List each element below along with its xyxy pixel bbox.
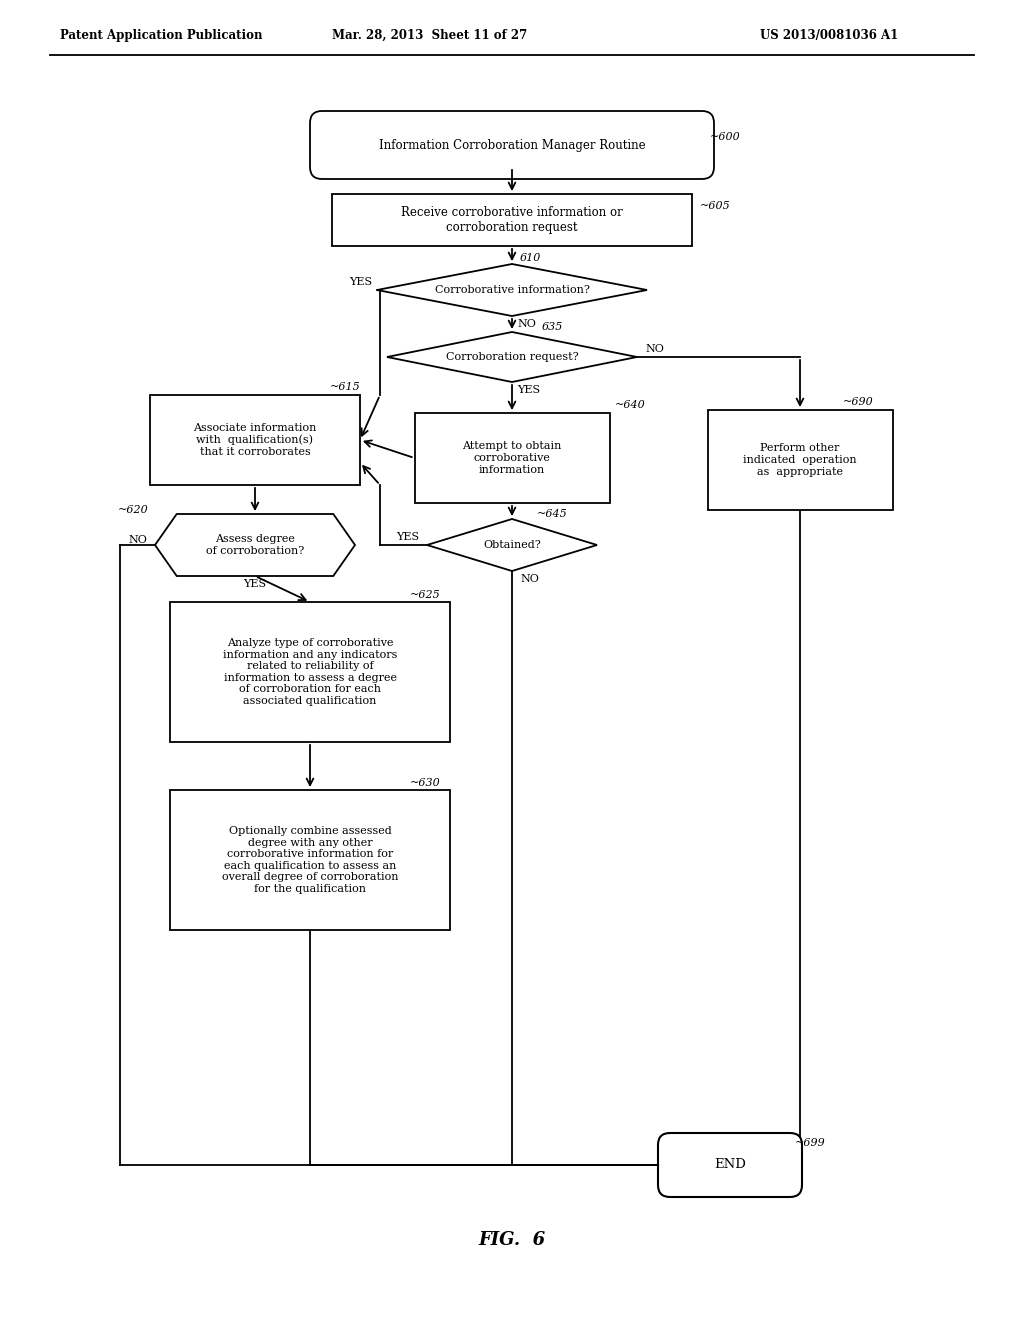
Text: NO: NO [517,319,536,329]
Text: Patent Application Publication: Patent Application Publication [60,29,262,41]
Text: 610: 610 [520,253,542,263]
Text: ~690: ~690 [843,397,873,407]
Polygon shape [387,333,637,381]
Text: ~605: ~605 [700,201,731,211]
Text: ~625: ~625 [410,590,440,601]
Text: Corroboration request?: Corroboration request? [445,352,579,362]
Text: ~699: ~699 [795,1138,825,1148]
Polygon shape [427,519,597,572]
Text: YES: YES [517,385,540,395]
FancyBboxPatch shape [310,111,714,180]
Text: END: END [714,1159,745,1172]
Text: Receive corroborative information or
corroboration request: Receive corroborative information or cor… [401,206,623,234]
Text: Perform other
indicated  operation
as  appropriate: Perform other indicated operation as app… [743,444,857,477]
Bar [332,194,692,246]
Text: Analyze type of corroborative
information and any indicators
related to reliabil: Analyze type of corroborative informatio… [223,638,397,706]
Polygon shape [377,264,647,315]
Text: Obtained?: Obtained? [483,540,541,550]
Bar [415,413,609,503]
Bar [170,789,450,931]
Polygon shape [155,513,355,576]
Text: ~620: ~620 [118,506,150,515]
Text: YES: YES [244,579,266,589]
Text: US 2013/0081036 A1: US 2013/0081036 A1 [760,29,898,41]
Text: YES: YES [349,277,372,286]
Text: YES: YES [396,532,419,543]
Text: FIG.  6: FIG. 6 [478,1232,546,1249]
FancyBboxPatch shape [658,1133,802,1197]
Text: NO: NO [520,574,539,583]
Text: Mar. 28, 2013  Sheet 11 of 27: Mar. 28, 2013 Sheet 11 of 27 [333,29,527,41]
Text: Optionally combine assessed
degree with any other
corroborative information for
: Optionally combine assessed degree with … [222,826,398,894]
Text: ~645: ~645 [537,510,567,519]
Text: Associate information
with  qualification(s)
that it corroborates: Associate information with qualification… [194,424,316,457]
Text: ~640: ~640 [614,400,645,411]
Text: ~600: ~600 [710,132,740,143]
Text: NO: NO [128,535,147,545]
Bar [708,411,893,510]
Text: NO: NO [645,345,664,354]
Text: 635: 635 [542,322,563,333]
Text: ~615: ~615 [330,381,360,392]
Text: Information Corroboration Manager Routine: Information Corroboration Manager Routin… [379,139,645,152]
Text: ~630: ~630 [410,777,440,788]
Bar [150,395,360,484]
Text: Attempt to obtain
corroborative
information: Attempt to obtain corroborative informat… [462,441,562,475]
Bar [170,602,450,742]
Text: Assess degree
of corroboration?: Assess degree of corroboration? [206,535,304,556]
Text: Corroborative information?: Corroborative information? [434,285,590,294]
